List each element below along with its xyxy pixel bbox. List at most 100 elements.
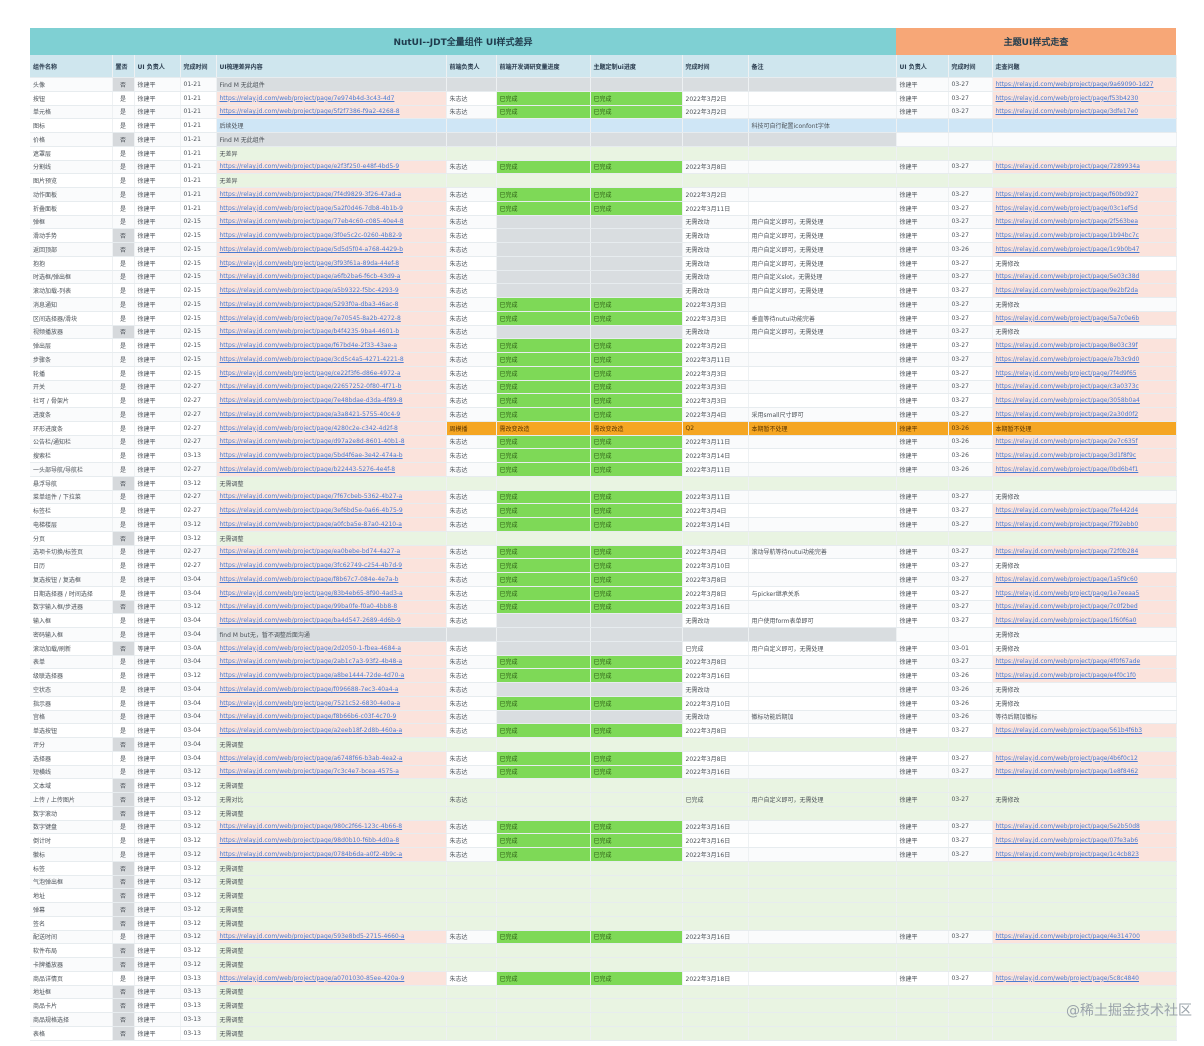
table-row[interactable]: 遮罩层是徐建平 01-21 无差异 — [30, 146, 1177, 161]
table-row[interactable]: 日历是徐建平 02-27 https://relay.jd.com/web/proj… — [30, 558, 1177, 573]
cell-issue[interactable]: https://relay.jd.com/web/project/page/1e… — [992, 765, 1177, 780]
table-row[interactable]: 头像否徐建平 01-21 Find M 无此组件 徐建平 03-27 https://re… — [30, 77, 1177, 92]
cell-issue[interactable]: https://relay.jd.com/web/project/page/0b… — [992, 462, 1177, 477]
table-row[interactable]: 悬浮导航否徐建平 03-12 无需调整 — [30, 476, 1177, 491]
table-row[interactable]: 指示器是徐建平 03-04 https://relay.jd.com/web/pro… — [30, 696, 1177, 711]
cell-issue[interactable]: https://relay.jd.com/web/project/page/07… — [992, 833, 1177, 848]
cell-diff[interactable]: https://relay.jd.com/web/project/page/3c… — [216, 352, 447, 367]
cell-issue[interactable]: https://relay.jd.com/web/project/page/7f… — [992, 517, 1177, 532]
cell-diff[interactable]: https://relay.jd.com/web/project/page/5b… — [216, 448, 447, 463]
column-header[interactable]: 前端开发调研变量进度 — [496, 55, 591, 78]
table-row[interactable]: 空状态是徐建平 03-04 https://relay.jd.com/web/pro… — [30, 682, 1177, 697]
cell-diff[interactable]: https://relay.jd.com/web/project/page/f6… — [216, 338, 447, 353]
table-row[interactable]: 评分否徐建平 03-04 无需调整 — [30, 737, 1177, 752]
cell-diff[interactable]: https://relay.jd.com/web/project/page/22… — [216, 380, 447, 395]
cell-diff[interactable]: https://relay.jd.com/web/project/page/f0… — [216, 682, 447, 697]
column-header[interactable]: 备注 — [748, 55, 897, 78]
column-header[interactable]: 置否 — [112, 55, 135, 78]
cell-issue[interactable]: https://relay.jd.com/web/project/page/9e… — [992, 283, 1177, 298]
cell-issue[interactable]: https://relay.jd.com/web/project/page/1a… — [992, 572, 1177, 587]
table-row[interactable]: 商品卡片否徐建平 03-13 无需调整 — [30, 998, 1177, 1013]
table-row[interactable]: 日期选择器 / 时间选择是徐建平 03-04 https://relay.jd.co… — [30, 586, 1177, 601]
table-row[interactable]: 数字滚动否徐建平 03-12 无需调整 — [30, 806, 1177, 821]
column-header[interactable]: 主题定制ui进度 — [590, 55, 683, 78]
cell-issue[interactable]: https://relay.jd.com/web/project/page/1e… — [992, 586, 1177, 601]
cell-issue[interactable]: https://relay.jd.com/web/project/page/4e… — [992, 930, 1177, 945]
cell-issue[interactable]: https://relay.jd.com/web/project/page/2e… — [992, 435, 1177, 450]
table-row[interactable]: 标签否徐建平 03-12 无需调整 — [30, 861, 1177, 876]
table-row[interactable]: 上传 / 上传图片否徐建平 03-12 无需对比 朱志达 已完成 用户自定义即可，无需处理… — [30, 792, 1177, 807]
table-row[interactable]: 菜单组件 / 下拉菜是徐建平 02-27 https://relay.jd.com/… — [30, 490, 1177, 505]
table-row[interactable]: 分页否徐建平 03-12 无需调整 — [30, 531, 1177, 546]
table-row[interactable]: 商品规格选择否徐建平 03-13 无需调整 — [30, 1012, 1177, 1027]
cell-issue[interactable]: https://relay.jd.com/web/project/page/f5… — [992, 91, 1177, 106]
table-row[interactable]: 滑动手势否徐建平 02-15 https://relay.jd.com/web/pr… — [30, 228, 1177, 243]
table-row[interactable]: 区间选择器/滑块是徐建平 02-15 https://relay.jd.com/we… — [30, 311, 1177, 326]
cell-issue[interactable]: https://relay.jd.com/web/project/page/3d… — [992, 105, 1177, 120]
column-header[interactable]: 完成时间 — [948, 55, 993, 78]
cell-diff[interactable]: https://relay.jd.com/web/project/page/e2… — [216, 160, 447, 175]
table-row[interactable]: 气泡弹出框否徐建平 03-12 无需调整 — [30, 875, 1177, 890]
table-row[interactable]: 返回顶部否徐建平 02-15 https://relay.jd.com/web/pr… — [30, 242, 1177, 257]
cell-diff[interactable]: https://relay.jd.com/web/project/page/42… — [216, 421, 447, 436]
cell-issue[interactable]: https://relay.jd.com/web/project/page/4b… — [992, 751, 1177, 766]
cell-issue[interactable]: https://relay.jd.com/web/project/page/30… — [992, 393, 1177, 408]
table-row[interactable]: 轮播是徐建平 02-15 https://relay.jd.com/web/proj… — [30, 366, 1177, 381]
column-header[interactable]: UI 负责人 — [134, 55, 181, 78]
cell-diff[interactable]: https://relay.jd.com/web/project/page/f8… — [216, 710, 447, 725]
cell-diff[interactable]: https://relay.jd.com/web/project/page/83… — [216, 586, 447, 601]
table-row[interactable]: 步骤条是徐建平 02-15 https://relay.jd.com/web/pro… — [30, 352, 1177, 367]
column-header[interactable]: 前端负责人 — [446, 55, 497, 78]
table-row[interactable]: 卡牌播放器否徐建平 03-12 无需调整 — [30, 957, 1177, 972]
cell-diff[interactable]: https://relay.jd.com/web/project/page/a0… — [216, 971, 447, 986]
cell-issue[interactable]: https://relay.jd.com/web/project/page/4f… — [992, 655, 1177, 670]
cell-issue[interactable]: https://relay.jd.com/web/project/page/3d… — [992, 448, 1177, 463]
table-row[interactable]: 开关是徐建平 02-27 https://relay.jd.com/web/proj… — [30, 380, 1177, 395]
cell-diff[interactable]: https://relay.jd.com/web/project/page/d9… — [216, 435, 447, 450]
cell-issue[interactable]: https://relay.jd.com/web/project/page/e4… — [992, 668, 1177, 683]
cell-diff[interactable]: https://relay.jd.com/web/project/page/07… — [216, 847, 447, 862]
table-row[interactable]: 徽标是徐建平 03-12 https://relay.jd.com/web/proj… — [30, 847, 1177, 862]
table-row[interactable]: 动作面板是徐建平 01-21 https://relay.jd.com/web/pr… — [30, 187, 1177, 202]
table-row[interactable]: 配送时间是徐建平 03-12 https://relay.jd.com/web/pr… — [30, 930, 1177, 945]
cell-issue[interactable]: https://relay.jd.com/web/project/page/2a… — [992, 407, 1177, 422]
table-row[interactable]: 表单是徐建平 03-04 https://relay.jd.com/web/proj… — [30, 655, 1177, 670]
table-row[interactable]: 消息通知是徐建平 02-15 https://relay.jd.com/web/pr… — [30, 297, 1177, 312]
table-row[interactable]: 表格否徐建平 03-13 无需调整 — [30, 1026, 1177, 1041]
table-row[interactable]: 单选按钮是徐建平 03-04 https://relay.jd.com/web/pr… — [30, 723, 1177, 738]
cell-diff[interactable]: https://relay.jd.com/web/project/page/5f… — [216, 105, 447, 120]
cell-diff[interactable]: https://relay.jd.com/web/project/page/a3… — [216, 407, 447, 422]
cell-diff[interactable]: https://relay.jd.com/web/project/page/3e… — [216, 503, 447, 518]
cell-diff[interactable]: https://relay.jd.com/web/project/page/59… — [216, 930, 447, 945]
cell-issue[interactable]: https://relay.jd.com/web/project/page/5e… — [992, 270, 1177, 285]
cell-diff[interactable]: https://relay.jd.com/web/project/page/75… — [216, 696, 447, 711]
table-row[interactable]: 软件布局否徐建平 03-12 无需调整 — [30, 943, 1177, 958]
cell-diff[interactable]: https://relay.jd.com/web/project/page/a2… — [216, 723, 447, 738]
cell-diff[interactable]: https://relay.jd.com/web/project/page/7f… — [216, 490, 447, 505]
table-row[interactable]: 单元格是徐建平 01-21 https://relay.jd.com/web/pro… — [30, 105, 1177, 120]
cell-diff[interactable]: https://relay.jd.com/web/project/page/7e… — [216, 393, 447, 408]
cell-issue[interactable]: https://relay.jd.com/web/project/page/7c… — [992, 600, 1177, 615]
table-row[interactable]: 地址否徐建平 03-12 无需调整 — [30, 888, 1177, 903]
table-row[interactable]: 文本域否徐建平 03-12 无需调整 — [30, 778, 1177, 793]
table-row[interactable]: 选项卡切换/标签页是徐建平 02-27 https://relay.jd.com/w… — [30, 545, 1177, 560]
cell-issue[interactable]: https://relay.jd.com/web/project/page/e7… — [992, 352, 1177, 367]
table-row[interactable]: 级联选择器是徐建平 03-12 https://relay.jd.com/web/p… — [30, 668, 1177, 683]
cell-diff[interactable]: https://relay.jd.com/web/project/page/b2… — [216, 462, 447, 477]
cell-diff[interactable]: https://relay.jd.com/web/project/page/5a… — [216, 201, 447, 216]
table-row[interactable]: 电梯楼层是徐建平 03-12 https://relay.jd.com/web/pr… — [30, 517, 1177, 532]
table-row[interactable]: 短横线是徐建平 03-12 https://relay.jd.com/web/pro… — [30, 765, 1177, 780]
cell-diff[interactable]: https://relay.jd.com/web/project/page/7c… — [216, 765, 447, 780]
cell-diff[interactable]: https://relay.jd.com/web/project/page/77… — [216, 215, 447, 230]
cell-issue[interactable]: https://relay.jd.com/web/project/page/7f… — [992, 503, 1177, 518]
cell-diff[interactable]: https://relay.jd.com/web/project/page/a6… — [216, 270, 447, 285]
table-row[interactable]: 复选按钮 / 复选框是徐建平 03-04 https://relay.jd.com/… — [30, 572, 1177, 587]
table-row[interactable]: 弹框是徐建平 02-15 https://relay.jd.com/web/proj… — [30, 215, 1177, 230]
cell-diff[interactable]: https://relay.jd.com/web/project/page/a8… — [216, 668, 447, 683]
table-row[interactable]: 环形进度条是徐建平 02-27 https://relay.jd.com/web/p… — [30, 421, 1177, 436]
cell-issue[interactable]: https://relay.jd.com/web/project/page/8e… — [992, 338, 1177, 353]
column-header[interactable]: 完成时间 — [180, 55, 217, 78]
table-row[interactable]: 标签栏是徐建平 02-27 https://relay.jd.com/web/pro… — [30, 503, 1177, 518]
cell-diff[interactable]: https://relay.jd.com/web/project/page/ea… — [216, 545, 447, 560]
cell-diff[interactable]: https://relay.jd.com/web/project/page/5d… — [216, 242, 447, 257]
